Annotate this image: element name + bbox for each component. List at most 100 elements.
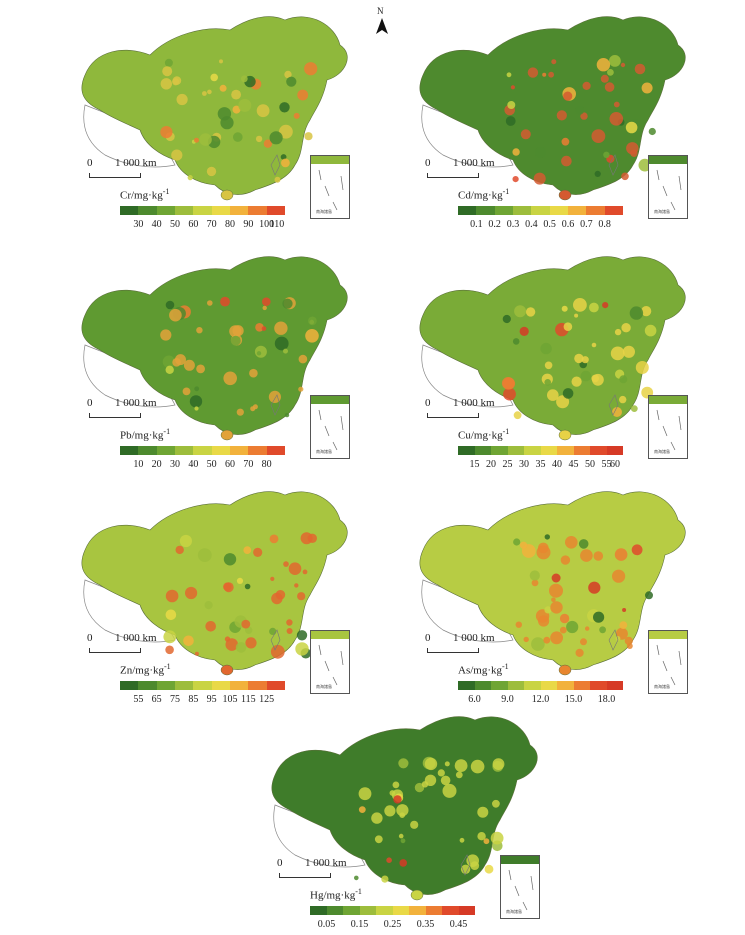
legend-tick: 20 (151, 459, 162, 470)
concentration-spot (269, 131, 283, 145)
concentration-spot (619, 395, 627, 404)
legend-swatch (606, 446, 623, 455)
concentration-spot (393, 795, 402, 804)
concentration-spot (162, 355, 176, 368)
legend-tick: 115 (241, 694, 256, 705)
concentration-spot (302, 569, 308, 575)
legend-swatch (266, 446, 285, 455)
concentration-spot (549, 583, 563, 598)
concentration-spot (205, 621, 216, 632)
concentration-spot (599, 626, 606, 634)
legend-swatch (474, 681, 491, 690)
hainan-island (410, 889, 424, 901)
inset-map (501, 856, 539, 911)
legend-tick: 80 (225, 219, 235, 230)
concentration-spot (525, 307, 536, 317)
concentration-spot (172, 78, 180, 86)
concentration-spot (604, 82, 615, 92)
legend-tick: 50 (170, 219, 180, 230)
concentration-spot (176, 93, 188, 106)
scale-line (279, 873, 331, 878)
concentration-spot (565, 536, 578, 549)
legend-swatch (524, 446, 541, 455)
legend-tick: 0.5 (543, 219, 556, 230)
concentration-spot (295, 642, 309, 656)
element-label: Cr/mg·kg-1 (120, 187, 169, 202)
legend-swatch (512, 206, 532, 215)
concentration-spot (243, 546, 252, 554)
map-panel-cd: 南海諸島 0 1 000 km Cd/mg·kg-1 0.1 0.2 0.3 0.4 0.5 0.… (393, 5, 738, 235)
legend-swatch (229, 446, 249, 455)
legend-tick: 0.4 (525, 219, 538, 230)
taiwan-outline (608, 154, 619, 176)
scale-zero: 0 (425, 157, 431, 169)
concentration-spot (607, 69, 614, 76)
legend-swatch (211, 206, 230, 215)
concentration-spot (544, 606, 552, 614)
legend-swatch (229, 681, 249, 690)
map-as (419, 491, 686, 676)
concentration-spot (531, 579, 539, 587)
concentration-spot (492, 799, 500, 808)
concentration-spot (245, 626, 253, 634)
concentration-spot (262, 297, 271, 306)
concentration-spot (444, 761, 450, 767)
legend-tick: 0.45 (449, 919, 468, 930)
concentration-spot (538, 542, 549, 554)
north-arrow-icon (376, 18, 388, 34)
concentration-spot (621, 172, 629, 181)
legend-tick: 50 (585, 459, 595, 470)
map-panel-cr: 南海諸島 0 1 000 km Cr/mg·kg-1 30 40 50 60 70 80 90 100… (55, 5, 400, 235)
legend-swatch (193, 206, 212, 215)
concentration-spot (194, 137, 199, 143)
concentration-spot (307, 533, 317, 543)
concentration-spot (622, 345, 635, 358)
legend-swatch (507, 446, 524, 455)
legend-swatch (494, 206, 513, 215)
concentration-spot (477, 806, 489, 818)
country-outline (81, 256, 348, 435)
concentration-spot (506, 72, 512, 78)
concentration-spot (588, 581, 601, 594)
element-unit: Cd/mg·kg (458, 189, 503, 202)
concentration-spot (561, 155, 572, 167)
legend-tick: 0.7 (580, 219, 593, 230)
south-china-sea-inset: 南海諸島 (500, 855, 540, 919)
concentration-spot (619, 375, 628, 384)
concentration-spot (591, 129, 606, 143)
concentration-spot (183, 359, 195, 371)
concentration-spot (232, 105, 241, 114)
concentration-spot (592, 373, 604, 386)
concentration-spot (255, 135, 263, 143)
concentration-spot (219, 59, 223, 64)
concentration-spot (286, 628, 293, 634)
concentration-spot (625, 121, 638, 134)
concentration-spot (424, 757, 438, 771)
legend-swatch (266, 681, 285, 690)
concentration-spot (304, 132, 313, 141)
concentration-spot (551, 59, 557, 65)
concentration-spot (648, 127, 656, 136)
legend-swatch (590, 681, 607, 690)
inset-map (649, 156, 687, 211)
concentration-spot (641, 82, 653, 94)
concentration-spot (629, 306, 644, 320)
inset-map (649, 631, 687, 686)
legend-swatch (442, 906, 459, 915)
concentration-spot (470, 759, 485, 774)
legend-tick: 65 (151, 694, 162, 705)
concentration-spot (547, 389, 559, 401)
concentration-spot (223, 553, 237, 566)
legend-swatch (392, 906, 409, 915)
concentration-spot (305, 329, 319, 343)
hainan-island (220, 664, 234, 676)
legend-swatch (549, 206, 568, 215)
concentration-spot (165, 645, 174, 655)
concentration-spot (298, 386, 304, 392)
inset-label: 南海諸島 (654, 684, 670, 689)
concentration-spot (160, 78, 172, 90)
south-china-sea-inset: 南海諸島 (648, 395, 688, 459)
scale-line (89, 413, 141, 418)
concentration-spot (581, 356, 589, 364)
scale-distance: 1 000 km (115, 632, 157, 644)
